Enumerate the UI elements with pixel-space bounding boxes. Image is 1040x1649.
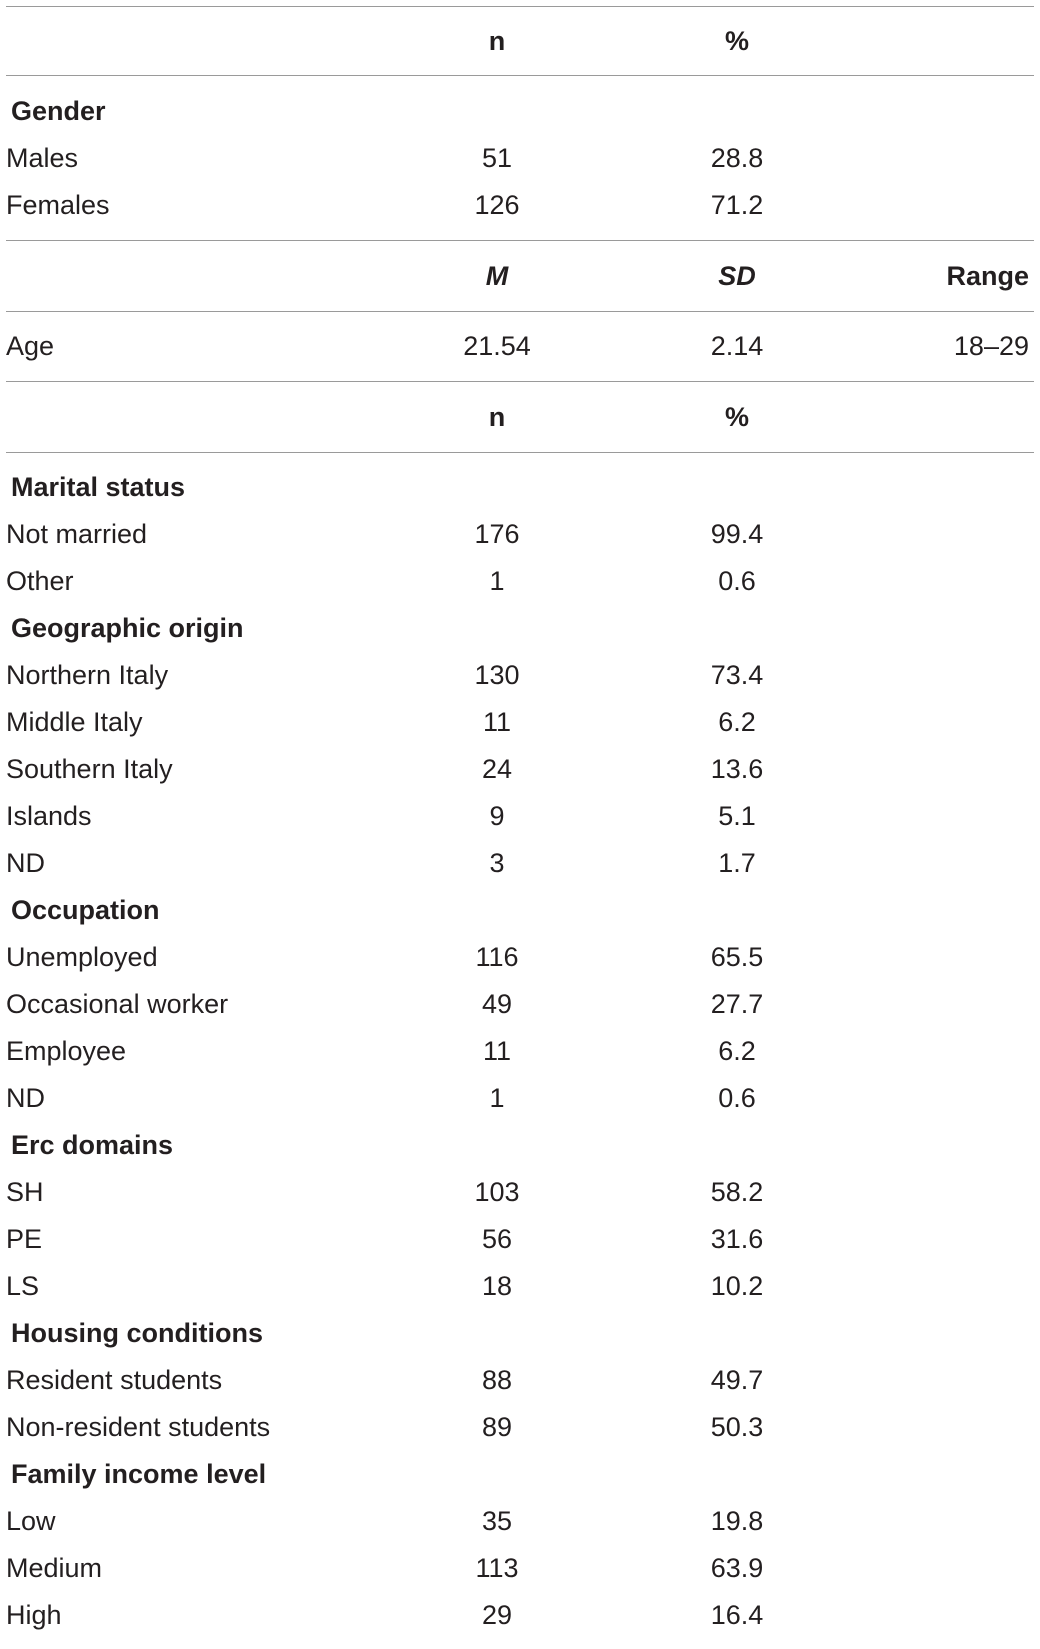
row-percent: 5.1 xyxy=(718,801,756,831)
group-heading-marital-status: Marital status xyxy=(11,472,186,502)
row-label: Low xyxy=(6,1506,56,1536)
row-label: High xyxy=(6,1600,62,1630)
header-rule xyxy=(6,75,1034,76)
group-heading-erc-domains: Erc domains xyxy=(11,1130,174,1160)
row-label: Males xyxy=(6,143,79,173)
row-n: 11 xyxy=(482,1036,512,1066)
age-label: Age xyxy=(6,331,55,361)
row-n: 126 xyxy=(474,190,520,220)
row-label: Northern Italy xyxy=(6,660,169,690)
row-percent: 50.3 xyxy=(710,1412,764,1442)
row-percent: 49.7 xyxy=(710,1365,764,1395)
row-label: Employee xyxy=(6,1036,127,1066)
row-n: 3 xyxy=(489,848,505,878)
row-percent: 71.2 xyxy=(710,190,764,220)
column-header-range: Range xyxy=(946,261,1029,291)
row-percent: 99.4 xyxy=(710,519,764,549)
row-percent: 19.8 xyxy=(710,1506,764,1536)
row-label: Medium xyxy=(6,1553,103,1583)
header-rule xyxy=(6,452,1034,453)
group-heading-family-income-level: Family income level xyxy=(11,1459,267,1489)
row-label: Other xyxy=(6,566,74,596)
row-percent: 58.2 xyxy=(710,1177,764,1207)
row-percent: 27.7 xyxy=(710,989,764,1019)
row-n: 9 xyxy=(489,801,505,831)
row-percent: 73.4 xyxy=(710,660,764,690)
row-label: Females xyxy=(6,190,110,220)
column-header-mean: M xyxy=(485,261,509,291)
group-heading-gender: Gender xyxy=(11,96,106,126)
row-percent: 1.7 xyxy=(718,848,756,878)
column-header-n: n xyxy=(488,26,506,56)
row-percent: 31.6 xyxy=(710,1224,764,1254)
row-n: 130 xyxy=(474,660,520,690)
column-header-n: n xyxy=(488,402,506,432)
section-rule xyxy=(6,240,1034,241)
row-label: Unemployed xyxy=(6,942,158,972)
column-header-sd: SD xyxy=(718,261,756,291)
row-n: 88 xyxy=(481,1365,513,1395)
row-n: 176 xyxy=(474,519,520,549)
age-range: 18–29 xyxy=(953,331,1029,361)
row-n: 1 xyxy=(489,566,505,596)
row-label: LS xyxy=(6,1271,40,1301)
row-n: 51 xyxy=(481,143,513,173)
row-label: Resident students xyxy=(6,1365,223,1395)
row-n: 18 xyxy=(481,1271,513,1301)
row-percent: 0.6 xyxy=(718,566,756,596)
column-header-percent: % xyxy=(724,26,749,56)
row-n: 89 xyxy=(481,1412,513,1442)
row-label: Southern Italy xyxy=(6,754,173,784)
row-n: 24 xyxy=(481,754,513,784)
row-percent: 16.4 xyxy=(710,1600,764,1630)
row-label: Islands xyxy=(6,801,92,831)
column-header-percent: % xyxy=(724,402,749,432)
row-n: 11 xyxy=(482,707,512,737)
row-percent: 28.8 xyxy=(710,143,764,173)
header-rule xyxy=(6,311,1034,312)
row-n: 1 xyxy=(489,1083,505,1113)
row-n: 49 xyxy=(481,989,513,1019)
row-percent: 13.6 xyxy=(710,754,764,784)
group-heading-housing-conditions: Housing conditions xyxy=(11,1318,263,1348)
row-label: Middle Italy xyxy=(6,707,143,737)
row-percent: 63.9 xyxy=(710,1553,764,1583)
row-percent: 0.6 xyxy=(718,1083,756,1113)
row-label: Not married xyxy=(6,519,148,549)
age-mean: 21.54 xyxy=(463,331,531,361)
row-n: 56 xyxy=(481,1224,513,1254)
row-percent: 6.2 xyxy=(718,1036,756,1066)
row-label: ND xyxy=(6,1083,45,1113)
row-label: ND xyxy=(6,848,45,878)
row-n: 35 xyxy=(481,1506,513,1536)
row-label: SH xyxy=(6,1177,44,1207)
table-top-rule xyxy=(6,6,1034,7)
row-percent: 6.2 xyxy=(718,707,756,737)
row-n: 103 xyxy=(474,1177,520,1207)
group-heading-occupation: Occupation xyxy=(11,895,160,925)
row-percent: 10.2 xyxy=(710,1271,764,1301)
row-n: 29 xyxy=(481,1600,513,1630)
row-n: 116 xyxy=(475,942,519,972)
row-label: Occasional worker xyxy=(6,989,229,1019)
row-label: Non-resident students xyxy=(6,1412,271,1442)
section-rule xyxy=(6,381,1034,382)
row-label: PE xyxy=(6,1224,43,1254)
row-n: 113 xyxy=(475,1553,519,1583)
age-sd: 2.14 xyxy=(710,331,764,361)
row-percent: 65.5 xyxy=(710,942,764,972)
group-heading-geographic-origin: Geographic origin xyxy=(11,613,244,643)
